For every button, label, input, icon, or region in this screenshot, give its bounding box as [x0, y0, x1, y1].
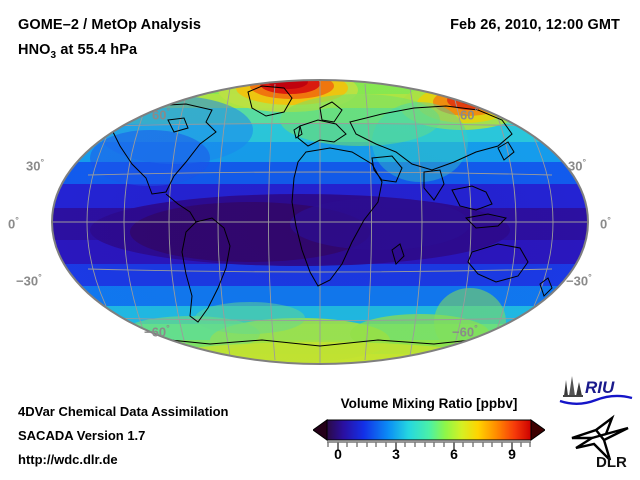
footer-version-label: SACADA Version 1.7 — [18, 428, 146, 443]
colorbar-tick-0: 0 — [334, 446, 342, 462]
colorbar-tick-labels: 0 3 6 9 — [313, 446, 545, 466]
colorbar-gradient — [327, 420, 531, 440]
lat-label-30n-right: 30° — [568, 157, 587, 174]
colorbar-minor-ticks — [327, 442, 531, 447]
lat-label-0-right: 0° — [600, 215, 611, 232]
footer-method-label: 4DVar Chemical Data Assimilation — [18, 404, 229, 419]
dlr-mark-icon — [571, 414, 629, 461]
riu-swoosh-icon — [559, 394, 633, 405]
dlr-wordmark: DLR — [596, 454, 627, 470]
colorbar-cap-low — [313, 419, 328, 441]
footer-url-link[interactable]: http://wdc.dlr.de — [18, 452, 118, 467]
colorbar-title: Volume Mixing Ratio [ppbv] — [340, 396, 518, 411]
riu-wordmark: RIU — [585, 378, 615, 397]
lat-label-60s-right: −60° — [452, 323, 478, 340]
dlr-logo: DLR — [571, 414, 629, 470]
colorbar-panel: Volume Mixing Ratio [ppbv] — [313, 396, 545, 476]
riu-towers-icon — [563, 376, 583, 397]
riu-logo: RIU — [559, 376, 633, 405]
colorbar-tick-6: 6 — [450, 446, 458, 462]
species-title: HNO3 at 55.4 hPa — [18, 42, 137, 61]
mollweide-map — [51, 79, 589, 365]
graticule — [52, 80, 588, 364]
lat-label-30s-left: −30° — [16, 272, 42, 289]
colorbar-cap-high — [530, 419, 545, 441]
species-subscript: 3 — [50, 49, 57, 61]
colorbar-tick-3: 3 — [392, 446, 400, 462]
species-suffix: at 55.4 hPa — [56, 42, 138, 58]
map-panel: 60° 30° 0° −30° −60° 60° 30° 0° −30° −60… — [0, 72, 640, 382]
page-title: GOME–2 / MetOp Analysis — [18, 17, 202, 33]
lat-label-30n-left: 30° — [26, 157, 45, 174]
colorbar-border — [326, 419, 532, 441]
lat-label-60n-right: 60° — [460, 106, 479, 123]
colorbar[interactable] — [313, 418, 545, 452]
globe-outline — [51, 79, 589, 365]
lat-label-30s-right: −30° — [566, 272, 592, 289]
colorbar-tick-9: 9 — [508, 446, 516, 462]
species-prefix: HNO — [18, 42, 51, 58]
lat-label-60s-left: −60° — [144, 323, 170, 340]
timestamp-label: Feb 26, 2010, 12:00 GMT — [450, 17, 620, 33]
lat-label-60n-left: 60° — [152, 106, 171, 123]
colorbar-major-ticks — [337, 442, 513, 450]
lat-label-0-left: 0° — [8, 215, 19, 232]
